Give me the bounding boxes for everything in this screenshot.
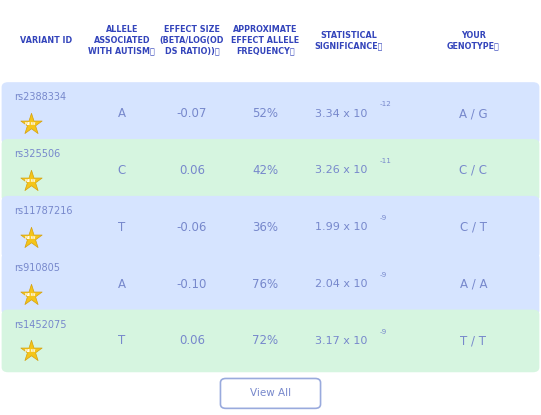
Point: [27, 121, 35, 127]
FancyBboxPatch shape: [2, 82, 539, 145]
Text: APPROXIMATE
EFFECT ALLELE
FREQUENCYⓘ: APPROXIMATE EFFECT ALLELE FREQUENCYⓘ: [231, 25, 299, 56]
Text: NEW: NEW: [25, 349, 37, 354]
Text: 42%: 42%: [252, 164, 278, 177]
Text: A / G: A / G: [459, 107, 487, 120]
Text: -9: -9: [380, 329, 387, 335]
Text: 3.26 x 10: 3.26 x 10: [315, 165, 367, 176]
Text: T / T: T / T: [460, 334, 486, 347]
FancyBboxPatch shape: [2, 253, 539, 315]
Text: 1.99 x 10: 1.99 x 10: [314, 222, 367, 232]
Text: -9: -9: [380, 215, 387, 221]
Text: -0.10: -0.10: [177, 278, 207, 290]
Text: 2.04 x 10: 2.04 x 10: [314, 279, 367, 289]
Text: NEW: NEW: [25, 122, 37, 126]
Text: rs910805: rs910805: [15, 263, 61, 273]
Text: STATISTICAL
SIGNIFICANCEⓘ: STATISTICAL SIGNIFICANCEⓘ: [315, 31, 383, 50]
Text: -11: -11: [380, 158, 392, 164]
Text: ALLELE
ASSOCIATED
WITH AUTISMⓘ: ALLELE ASSOCIATED WITH AUTISMⓘ: [88, 25, 155, 56]
Text: A: A: [118, 107, 126, 120]
Text: 76%: 76%: [252, 278, 278, 290]
Text: C / C: C / C: [459, 164, 487, 177]
Text: C: C: [117, 164, 126, 177]
Text: rs325506: rs325506: [15, 149, 61, 159]
Text: NEW: NEW: [25, 179, 37, 183]
Text: rs2388334: rs2388334: [15, 92, 67, 102]
FancyBboxPatch shape: [2, 310, 539, 372]
Text: NEW: NEW: [25, 236, 37, 240]
Text: 3.17 x 10: 3.17 x 10: [315, 336, 367, 346]
Text: 72%: 72%: [252, 334, 278, 347]
Text: YOUR
GENOTYPEⓘ: YOUR GENOTYPEⓘ: [447, 31, 500, 50]
FancyBboxPatch shape: [221, 378, 320, 408]
Text: 52%: 52%: [252, 107, 278, 120]
Text: -0.07: -0.07: [177, 107, 207, 120]
Text: EFFECT SIZE
(BETA/LOG(OD
DS RATIO))ⓘ: EFFECT SIZE (BETA/LOG(OD DS RATIO))ⓘ: [160, 25, 224, 56]
Text: -0.06: -0.06: [177, 221, 207, 234]
Point: [27, 291, 35, 298]
Text: View All: View All: [250, 388, 291, 398]
Text: -9: -9: [380, 272, 387, 278]
Text: 0.06: 0.06: [179, 334, 205, 347]
Text: -12: -12: [380, 101, 392, 107]
Text: A / A: A / A: [460, 278, 487, 290]
FancyBboxPatch shape: [2, 139, 539, 202]
Text: rs1452075: rs1452075: [15, 320, 67, 330]
Text: 36%: 36%: [252, 221, 278, 234]
Point: [27, 348, 35, 355]
Text: A: A: [118, 278, 126, 290]
FancyBboxPatch shape: [2, 196, 539, 259]
Text: T: T: [118, 221, 126, 234]
Text: T: T: [118, 334, 126, 347]
Text: 3.34 x 10: 3.34 x 10: [315, 108, 367, 119]
Text: rs11787216: rs11787216: [15, 206, 73, 216]
Text: 0.06: 0.06: [179, 164, 205, 177]
Text: NEW: NEW: [25, 293, 37, 297]
Point: [27, 234, 35, 241]
Text: VARIANT ID: VARIANT ID: [20, 36, 72, 45]
Text: C / T: C / T: [460, 221, 487, 234]
Point: [27, 178, 35, 184]
